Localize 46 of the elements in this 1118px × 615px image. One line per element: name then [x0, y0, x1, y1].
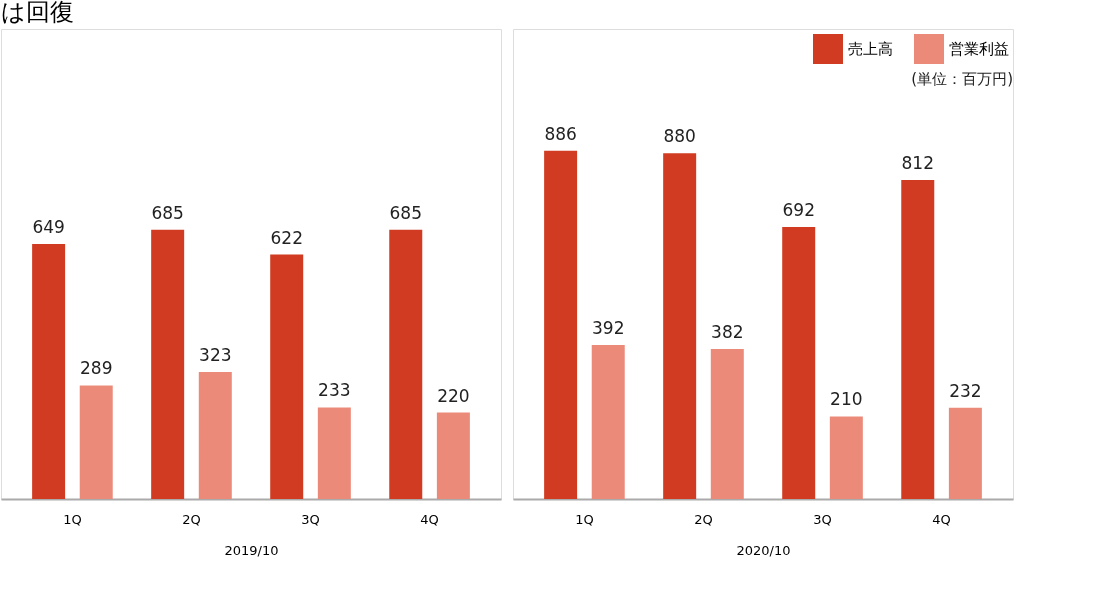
bar [79, 385, 113, 499]
x-tick-label: 1Q [575, 511, 594, 527]
data-label: 649 [32, 216, 65, 237]
data-label: 382 [711, 321, 744, 342]
data-label: 220 [437, 385, 470, 406]
x-tick-label: 2Q [694, 511, 713, 527]
data-label: 210 [830, 389, 863, 410]
data-label: 622 [270, 227, 303, 248]
data-label: 685 [389, 202, 422, 223]
chart-title: は回復 [1, 0, 74, 26]
data-label: 323 [199, 345, 232, 366]
data-label: 692 [782, 200, 815, 221]
bar [782, 227, 816, 499]
bar [436, 412, 470, 499]
bar [270, 254, 304, 499]
text: (単位：百万円) [911, 70, 1013, 88]
x-tick-label: 2Q [182, 511, 201, 527]
x-tick-label: 1Q [63, 511, 82, 527]
legend-label: 営業利益 [949, 40, 1009, 58]
x-tick-label: 4Q [932, 511, 951, 527]
bar [32, 243, 66, 499]
data-label: 886 [544, 123, 577, 144]
bar [544, 150, 578, 499]
data-label: 880 [663, 126, 696, 147]
bar [663, 153, 697, 499]
x-tick-label: 3Q [813, 511, 832, 527]
bar [389, 229, 423, 499]
bar [198, 372, 232, 499]
data-label: 289 [80, 358, 113, 379]
x-axis-title: 2020/10 [736, 542, 791, 558]
bar [901, 179, 935, 499]
data-label: 392 [592, 317, 625, 338]
data-label: 233 [318, 380, 351, 401]
bar [591, 344, 625, 499]
bar [710, 348, 744, 499]
legend-label: 売上高 [848, 40, 893, 58]
x-axis-title: 2019/10 [224, 542, 279, 558]
data-label: 812 [901, 152, 934, 173]
data-label: 685 [151, 202, 184, 223]
x-tick-label: 3Q [301, 511, 320, 527]
bar [151, 229, 185, 499]
x-tick-label: 4Q [420, 511, 439, 527]
bar [948, 407, 982, 499]
bar [829, 416, 863, 499]
bar [317, 407, 351, 499]
data-label: 232 [949, 380, 982, 401]
